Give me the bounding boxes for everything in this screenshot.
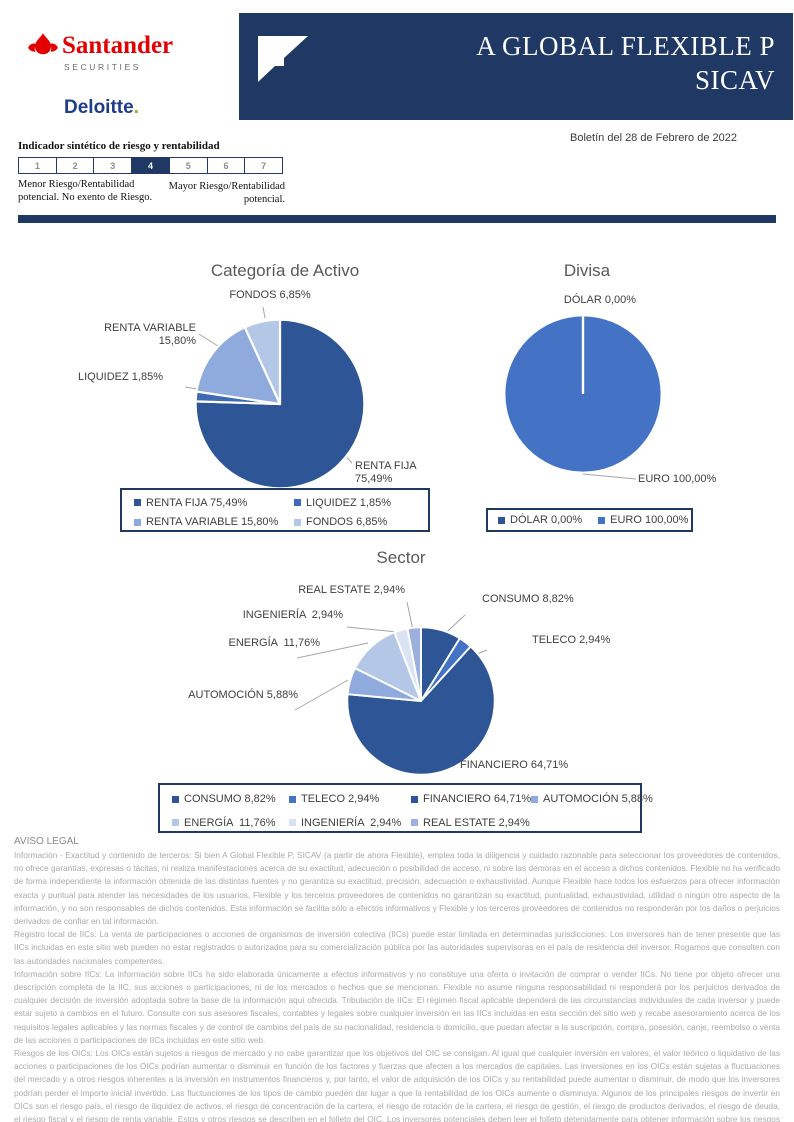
- asset-category-pie: [194, 318, 366, 490]
- fund-title-line2: SICAV: [694, 65, 775, 95]
- legal-title: AVISO LEGAL: [14, 836, 79, 847]
- legend-label: RENTA FIJA 75,49%: [146, 496, 248, 509]
- currency-chart-title: Divisa: [563, 261, 611, 280]
- legend-item: RENTA FIJA 75,49%: [134, 495, 294, 511]
- risk-note-higher: Mayor Riesgo/Rentabilidad potencial.: [168, 181, 285, 205]
- legend-label: ENERGÍA 11,76%: [184, 816, 276, 829]
- legend-item: FINANCIERO 64,71%: [411, 791, 531, 808]
- sector-callout-ingenieria: INGENIERÍA 2,94%: [242, 609, 343, 621]
- legend-label: DÓLAR 0,00%: [510, 514, 583, 526]
- risk-indicator-heading: Indicador sintético de riesgo y rentabil…: [18, 140, 220, 152]
- risk-level-cell-2: 2: [55, 157, 95, 174]
- sector-chart-title: Sector: [376, 548, 426, 567]
- asset-category-chart: Categoría de Activo FONDOS 6,85% RENTA V…: [60, 255, 440, 537]
- sector-callout-consumo: CONSUMO 8,82%: [482, 593, 574, 605]
- risk-level-cell-1: 1: [18, 157, 57, 174]
- currency-chart: Divisa DÓLAR 0,00% EURO 100,00%: [470, 255, 790, 537]
- asset-callout-fondos: FONDOS 6,85%: [229, 289, 311, 301]
- legal-disclaimer: AVISO LEGAL Información - Exactitud y co…: [14, 836, 780, 1122]
- sector-chart: Sector REAL ESTATE 2,94% CONSUMO 8,82% I…: [150, 540, 660, 784]
- currency-legend: DÓLAR 0,00% EURO 100,00%: [486, 508, 693, 532]
- legal-paragraph: Información sobre IICs: La información s…: [14, 968, 780, 1045]
- risk-level-cell-3: 3: [93, 157, 133, 174]
- risk-level-cell-6: 6: [206, 157, 246, 174]
- asset-callout-renta-variable: RENTA VARIABLE 15,80%: [104, 322, 200, 347]
- legal-paragraph: Riesgos de los OICs: Los OICs están suje…: [14, 1048, 780, 1122]
- legend-label: CONSUMO 8,82%: [184, 793, 276, 806]
- legend-item: ENERGÍA 11,76%: [172, 815, 289, 832]
- risk-scale: 1 2 3 4 5 6 7: [18, 157, 284, 174]
- title-banner: A GLOBAL FLEXIBLE P SICAV: [239, 13, 793, 120]
- section-divider-rule: [18, 215, 776, 223]
- legend-marker-icon: [289, 819, 296, 827]
- legend-label: EURO 100,00%: [610, 514, 689, 526]
- sector-legend: CONSUMO 8,82% TELECO 2,94% FINANCIERO 64…: [158, 783, 653, 833]
- legend-label: INGENIERÍA 2,94%: [301, 816, 402, 829]
- risk-level-cell-5: 5: [168, 157, 208, 174]
- sector-callout-automocion: AUTOMOCIÓN 5,88%: [188, 689, 298, 701]
- legal-paragraph: Registro local de IICs: La venta de part…: [14, 929, 780, 966]
- fund-title-line1: A GLOBAL FLEXIBLE P: [476, 31, 775, 61]
- asset-callout-renta-fija: RENTA FIJA 75,49%: [355, 460, 419, 485]
- santander-securities-label: SECURITIES: [64, 62, 142, 72]
- legend-item: REAL ESTATE 2,94%: [411, 815, 531, 832]
- bulletin-date: Boletín del 28 de Febrero de 2022: [570, 132, 737, 144]
- sector-callout-energia: ENERGÍA 11,76%: [228, 637, 320, 649]
- santander-flame-icon: [28, 33, 58, 55]
- sector-callout-teleco: TELECO 2,94%: [532, 634, 611, 646]
- sector-callout-real-estate: REAL ESTATE 2,94%: [298, 584, 405, 596]
- legend-item: AUTOMOCIÓN 5,88%: [531, 791, 653, 808]
- currency-callout-dolar: DÓLAR 0,00%: [563, 294, 637, 306]
- legend-item: CONSUMO 8,82%: [172, 791, 289, 808]
- legend-item: FONDOS 6,85%: [294, 515, 428, 531]
- currency-pie: [505, 316, 661, 472]
- legend-marker-icon: [172, 795, 179, 803]
- legend-marker-icon: [411, 795, 418, 803]
- risk-note-lower: Menor Riesgo/Rentabilidad potencial. No …: [18, 179, 153, 203]
- legend-label: FINANCIERO 64,71%: [423, 793, 532, 806]
- legend-marker-icon: [411, 819, 418, 827]
- legend-marker-icon: [498, 516, 505, 524]
- asset-legend: RENTA FIJA 75,49% LIQUIDEZ 1,85% RENTA V…: [120, 488, 430, 532]
- legal-paragraph: Información - Exactitud y contenido de t…: [14, 850, 780, 927]
- currency-callout-euro: EURO 100,00%: [638, 473, 717, 485]
- asset-callout-liquidez: LIQUIDEZ 1,85%: [78, 371, 163, 383]
- legend-item: INGENIERÍA 2,94%: [289, 815, 411, 832]
- legend-marker-icon: [172, 819, 179, 827]
- legend-item: DÓLAR 0,00%: [498, 514, 582, 526]
- deloitte-brand: Deloitte.: [64, 97, 139, 119]
- fund-title: A GLOBAL FLEXIBLE P SICAV: [476, 29, 775, 97]
- sector-callout-financiero: FINANCIERO 64,71%: [460, 759, 569, 771]
- risk-level-cell-4: 4: [131, 157, 170, 174]
- legend-marker-icon: [294, 518, 301, 526]
- legend-marker-icon: [134, 499, 141, 507]
- deloitte-wordmark: Deloitte: [64, 97, 134, 118]
- deloitte-green-dot: .: [133, 97, 139, 118]
- legend-marker-icon: [531, 795, 538, 803]
- legend-item: EURO 100,00%: [598, 514, 688, 526]
- legend-label: FONDOS 6,85%: [306, 516, 388, 529]
- fund-flag-icon: [258, 36, 308, 82]
- asset-chart-title: Categoría de Activo: [210, 261, 360, 280]
- risk-level-cell-7: 7: [244, 157, 284, 174]
- legend-marker-icon: [289, 795, 296, 803]
- legend-label: RENTA VARIABLE 15,80%: [146, 516, 279, 529]
- santander-brand: Santander: [62, 32, 174, 59]
- legend-marker-icon: [598, 516, 606, 524]
- legend-marker-icon: [134, 518, 141, 526]
- legend-label: REAL ESTATE 2,94%: [423, 816, 530, 829]
- legend-label: LIQUIDEZ 1,85%: [306, 496, 391, 509]
- legend-item: RENTA VARIABLE 15,80%: [134, 515, 294, 531]
- legend-item: TELECO 2,94%: [289, 791, 411, 808]
- legend-label: AUTOMOCIÓN 5,88%: [543, 793, 653, 806]
- sector-pie: [346, 626, 496, 776]
- legend-marker-icon: [294, 499, 301, 507]
- legend-label: TELECO 2,94%: [301, 793, 380, 806]
- legend-item: LIQUIDEZ 1,85%: [294, 495, 428, 511]
